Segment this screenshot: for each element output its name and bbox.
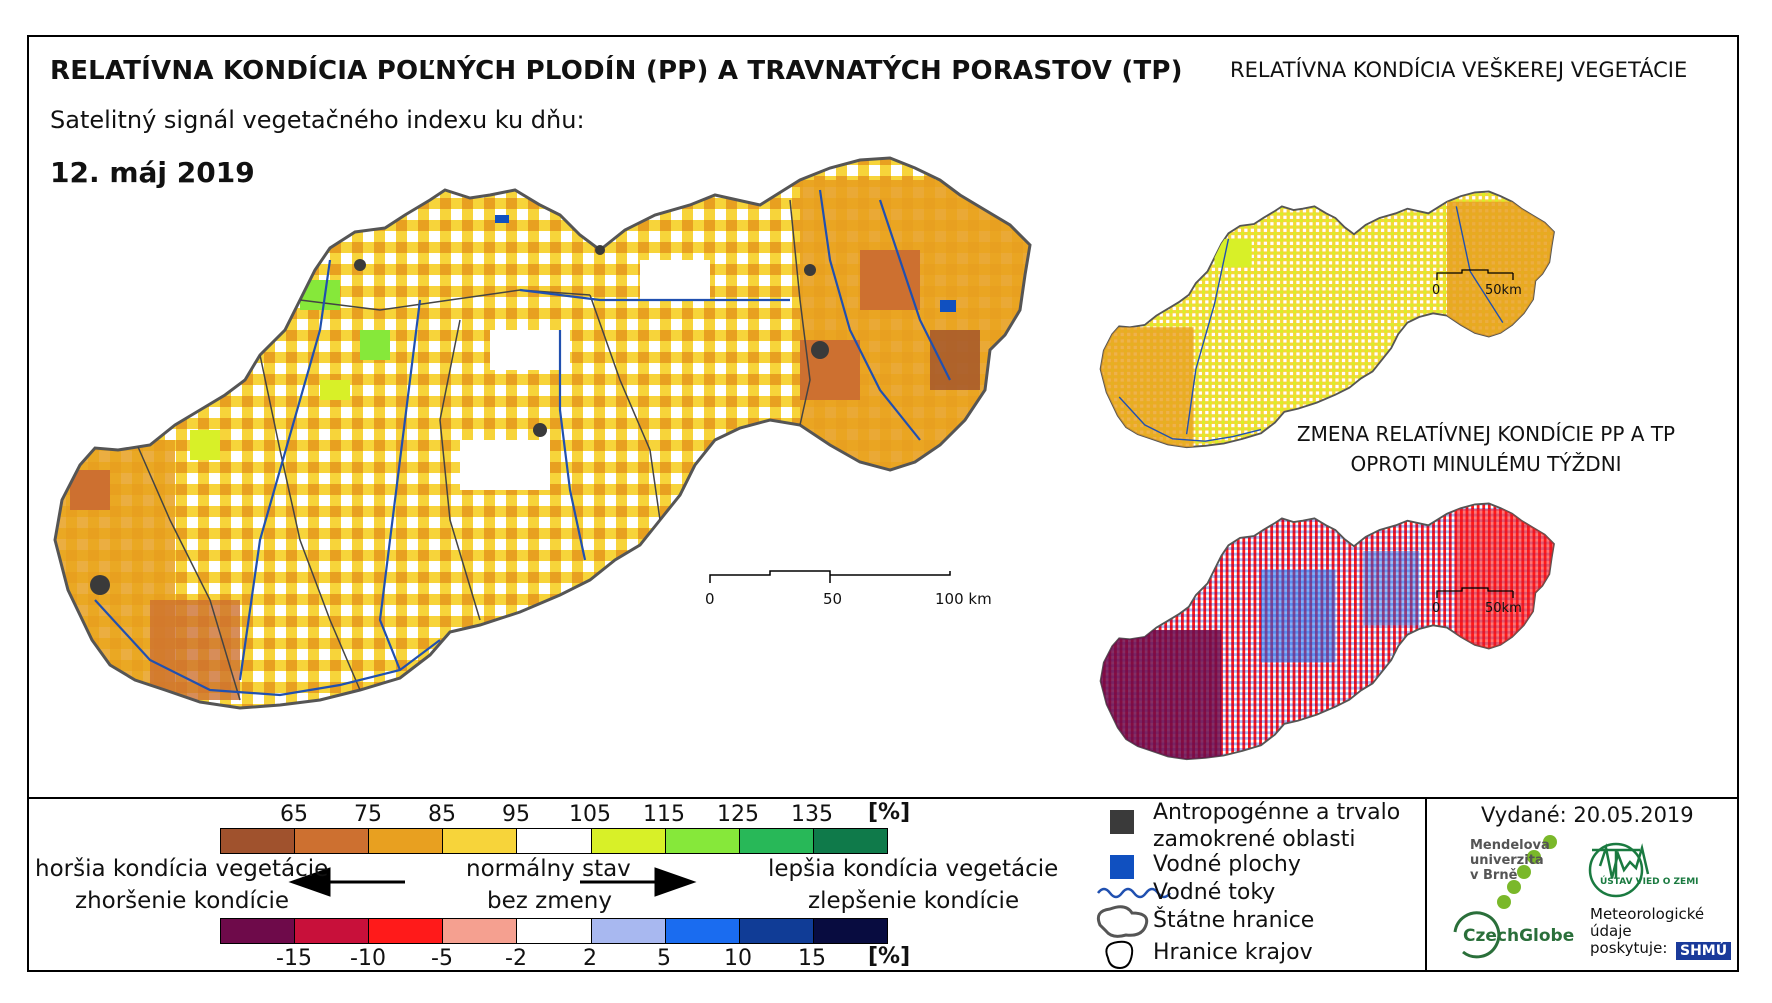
change-swatch-3 <box>443 919 518 943</box>
main-map <box>53 156 1032 710</box>
change-tick-3: -2 <box>505 946 527 971</box>
change-swatch-0 <box>221 919 296 943</box>
change-swatch-2 <box>369 919 444 943</box>
anthropogenic-label-2: zamokrené oblasti <box>1153 827 1356 852</box>
legend-separator <box>27 797 1739 799</box>
change-color-bar <box>220 918 888 944</box>
condition-tick-7: 135 <box>791 802 833 827</box>
change-inset-scale-bar <box>1436 587 1514 598</box>
change-swatch-7 <box>739 919 814 943</box>
vegetation-inset-map <box>1099 190 1555 449</box>
change-swatch-4 <box>517 919 592 943</box>
condition-tick-6: 125 <box>717 802 759 827</box>
change-inset-title-line1: ZMENA RELATÍVNEJ KONDÍCIE PP A TP <box>1296 422 1676 446</box>
worse-condition-label: horšia kondícia vegetácie <box>35 856 329 882</box>
condition-tick-5: 115 <box>643 802 685 827</box>
meteo-line1: Meteorologické <box>1590 905 1705 923</box>
change-tick-0: -15 <box>276 946 312 971</box>
water-bodies-label: Vodné plochy <box>1153 852 1301 877</box>
main-scale-label-0: 0 <box>705 590 715 608</box>
change-unit: [%] <box>868 944 911 969</box>
meteo-line3: poskytuje: <box>1590 939 1668 957</box>
change-scale-end: 50km <box>1485 601 1522 616</box>
vegetation-scale-start: 0 <box>1432 283 1441 298</box>
change-scale-start: 0 <box>1432 601 1441 616</box>
no-change-label: bez zmeny <box>487 888 612 914</box>
condition-swatch-8 <box>813 829 887 853</box>
change-inset-map <box>1099 502 1555 761</box>
main-scale-label-50: 50 <box>823 590 843 608</box>
ustav-logo-mark <box>1588 842 1650 898</box>
change-tick-4: 2 <box>583 946 597 971</box>
vegetation-inset-scale-bar <box>1436 269 1514 280</box>
condition-swatch-4 <box>517 829 592 853</box>
condition-swatch-0 <box>221 829 296 853</box>
map-subtitle: Satelitný signál vegetačného indexu ku d… <box>50 106 585 134</box>
mendel-logo-dots <box>1497 835 1557 909</box>
state-borders-label: Štátne hranice <box>1153 908 1315 933</box>
condition-unit: [%] <box>868 800 911 825</box>
better-change-label: zlepšenie kondície <box>808 888 1020 914</box>
condition-swatch-6 <box>665 829 740 853</box>
vegetation-inset-title: RELATÍVNA KONDÍCIA VEŠKEREJ VEGETÁCIE <box>1230 58 1688 82</box>
change-tick-1: -10 <box>350 946 386 971</box>
change-tick-7: 15 <box>798 946 826 971</box>
map-title: RELATÍVNA KONDÍCIA POĽNÝCH PLODÍN (PP) A… <box>50 56 1183 86</box>
czechglobe-logo: CzechGlobe <box>1463 926 1575 946</box>
change-swatch-1 <box>295 919 370 943</box>
ustav-logo-text: ÚSTAV VIED O ZEMI <box>1600 877 1699 887</box>
meteo-text: Meteorologické údaje poskytuje: <box>1590 906 1704 957</box>
condition-tick-1: 75 <box>354 802 382 827</box>
change-swatch-8 <box>813 919 887 943</box>
change-swatch-6 <box>665 919 740 943</box>
main-scale-label-100: 100 km <box>935 590 992 608</box>
meteo-line2: údaje <box>1590 922 1632 940</box>
region-border-legend-symbol <box>1105 940 1134 970</box>
rivers-label: Vodné toky <box>1153 880 1276 905</box>
change-tick-2: -5 <box>431 946 453 971</box>
condition-color-bar <box>220 828 888 854</box>
river-legend-symbol <box>1097 887 1171 899</box>
mendel-logo-text: Mendelova univerzita v Brně <box>1470 838 1550 883</box>
condition-tick-2: 85 <box>428 802 456 827</box>
condition-tick-4: 105 <box>569 802 611 827</box>
better-condition-label: lepšia kondícia vegetácie <box>768 856 1059 882</box>
condition-swatch-5 <box>591 829 666 853</box>
legend-arrows <box>288 867 697 897</box>
change-tick-6: 10 <box>724 946 752 971</box>
normal-state-label: normálny stav <box>466 856 631 882</box>
issued-date: Vydané: 20.05.2019 <box>1481 803 1694 827</box>
condition-tick-3: 95 <box>502 802 530 827</box>
anthropogenic-swatch <box>1110 810 1134 834</box>
region-borders-label: Hranice krajov <box>1153 940 1313 965</box>
condition-swatch-3 <box>443 829 518 853</box>
mendel-line1: Mendelova <box>1470 838 1550 853</box>
czechglobe-logo-mark <box>1453 911 1501 959</box>
main-scale-bar <box>709 570 951 583</box>
condition-swatch-1 <box>295 829 370 853</box>
change-tick-5: 5 <box>657 946 671 971</box>
anthropogenic-label-1: Antropogénne a trvalo <box>1153 800 1401 825</box>
state-border-legend-symbol <box>1096 905 1149 938</box>
condition-tick-0: 65 <box>280 802 308 827</box>
change-inset-title-line2: OPROTI MINULÉMU TÝŽDNI <box>1350 452 1622 476</box>
water-bodies-swatch <box>1110 855 1134 879</box>
mendel-line2: univerzita <box>1470 853 1544 868</box>
legend-vertical-separator <box>1425 797 1427 972</box>
worse-change-label: zhoršenie kondície <box>75 888 290 914</box>
mendel-line3: v Brně <box>1470 868 1518 883</box>
map-date: 12. máj 2019 <box>50 156 255 189</box>
change-swatch-5 <box>591 919 666 943</box>
condition-swatch-2 <box>369 829 444 853</box>
condition-swatch-7 <box>739 829 814 853</box>
shmu-logo: SHMÚ <box>1676 942 1732 960</box>
vegetation-scale-end: 50km <box>1485 283 1522 298</box>
